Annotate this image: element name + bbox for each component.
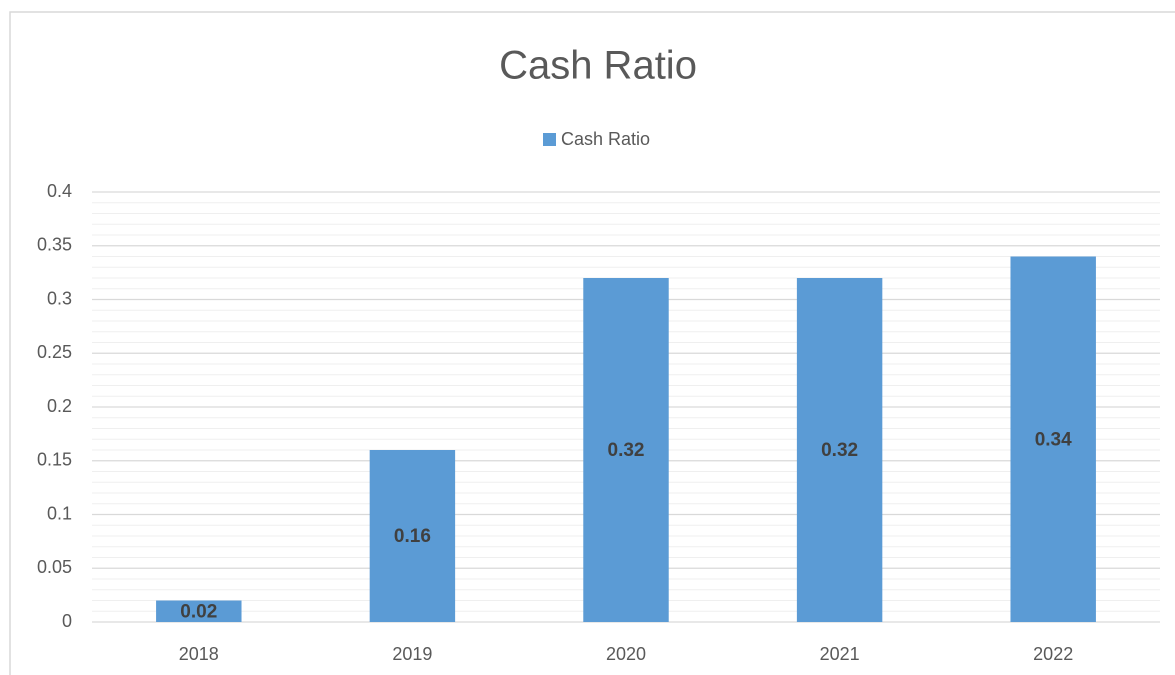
y-tick-label: 0.1	[47, 503, 72, 523]
bar	[369, 450, 456, 622]
x-tick-label: 2019	[392, 644, 432, 664]
bar	[156, 600, 242, 622]
chart-title: Cash Ratio	[499, 44, 697, 88]
y-tick-label: 0.35	[37, 235, 72, 255]
value-label: 0.34	[1035, 429, 1072, 450]
value-label: 0.16	[394, 526, 431, 547]
y-tick-label: 0.2	[47, 396, 72, 416]
y-tick-label: 0.4	[47, 181, 72, 201]
value-label: 0.02	[180, 601, 217, 622]
x-tick-label: 2021	[820, 644, 860, 664]
x-tick-label: 2020	[606, 644, 646, 664]
x-tick-label: 2022	[1033, 644, 1073, 664]
value-label: 0.32	[608, 440, 645, 461]
bar	[796, 278, 883, 622]
bar	[1010, 256, 1096, 622]
y-tick-label: 0.25	[37, 342, 72, 362]
y-tick-label: 0.3	[47, 288, 72, 308]
value-label: 0.32	[821, 440, 858, 461]
legend-swatch	[543, 133, 556, 146]
y-tick-label: 0.05	[37, 557, 72, 577]
y-tick-label: 0.15	[37, 450, 72, 470]
y-tick-label: 0	[62, 611, 72, 631]
bar	[583, 278, 669, 622]
legend-label: Cash Ratio	[561, 129, 650, 149]
x-tick-label: 2018	[179, 644, 219, 664]
